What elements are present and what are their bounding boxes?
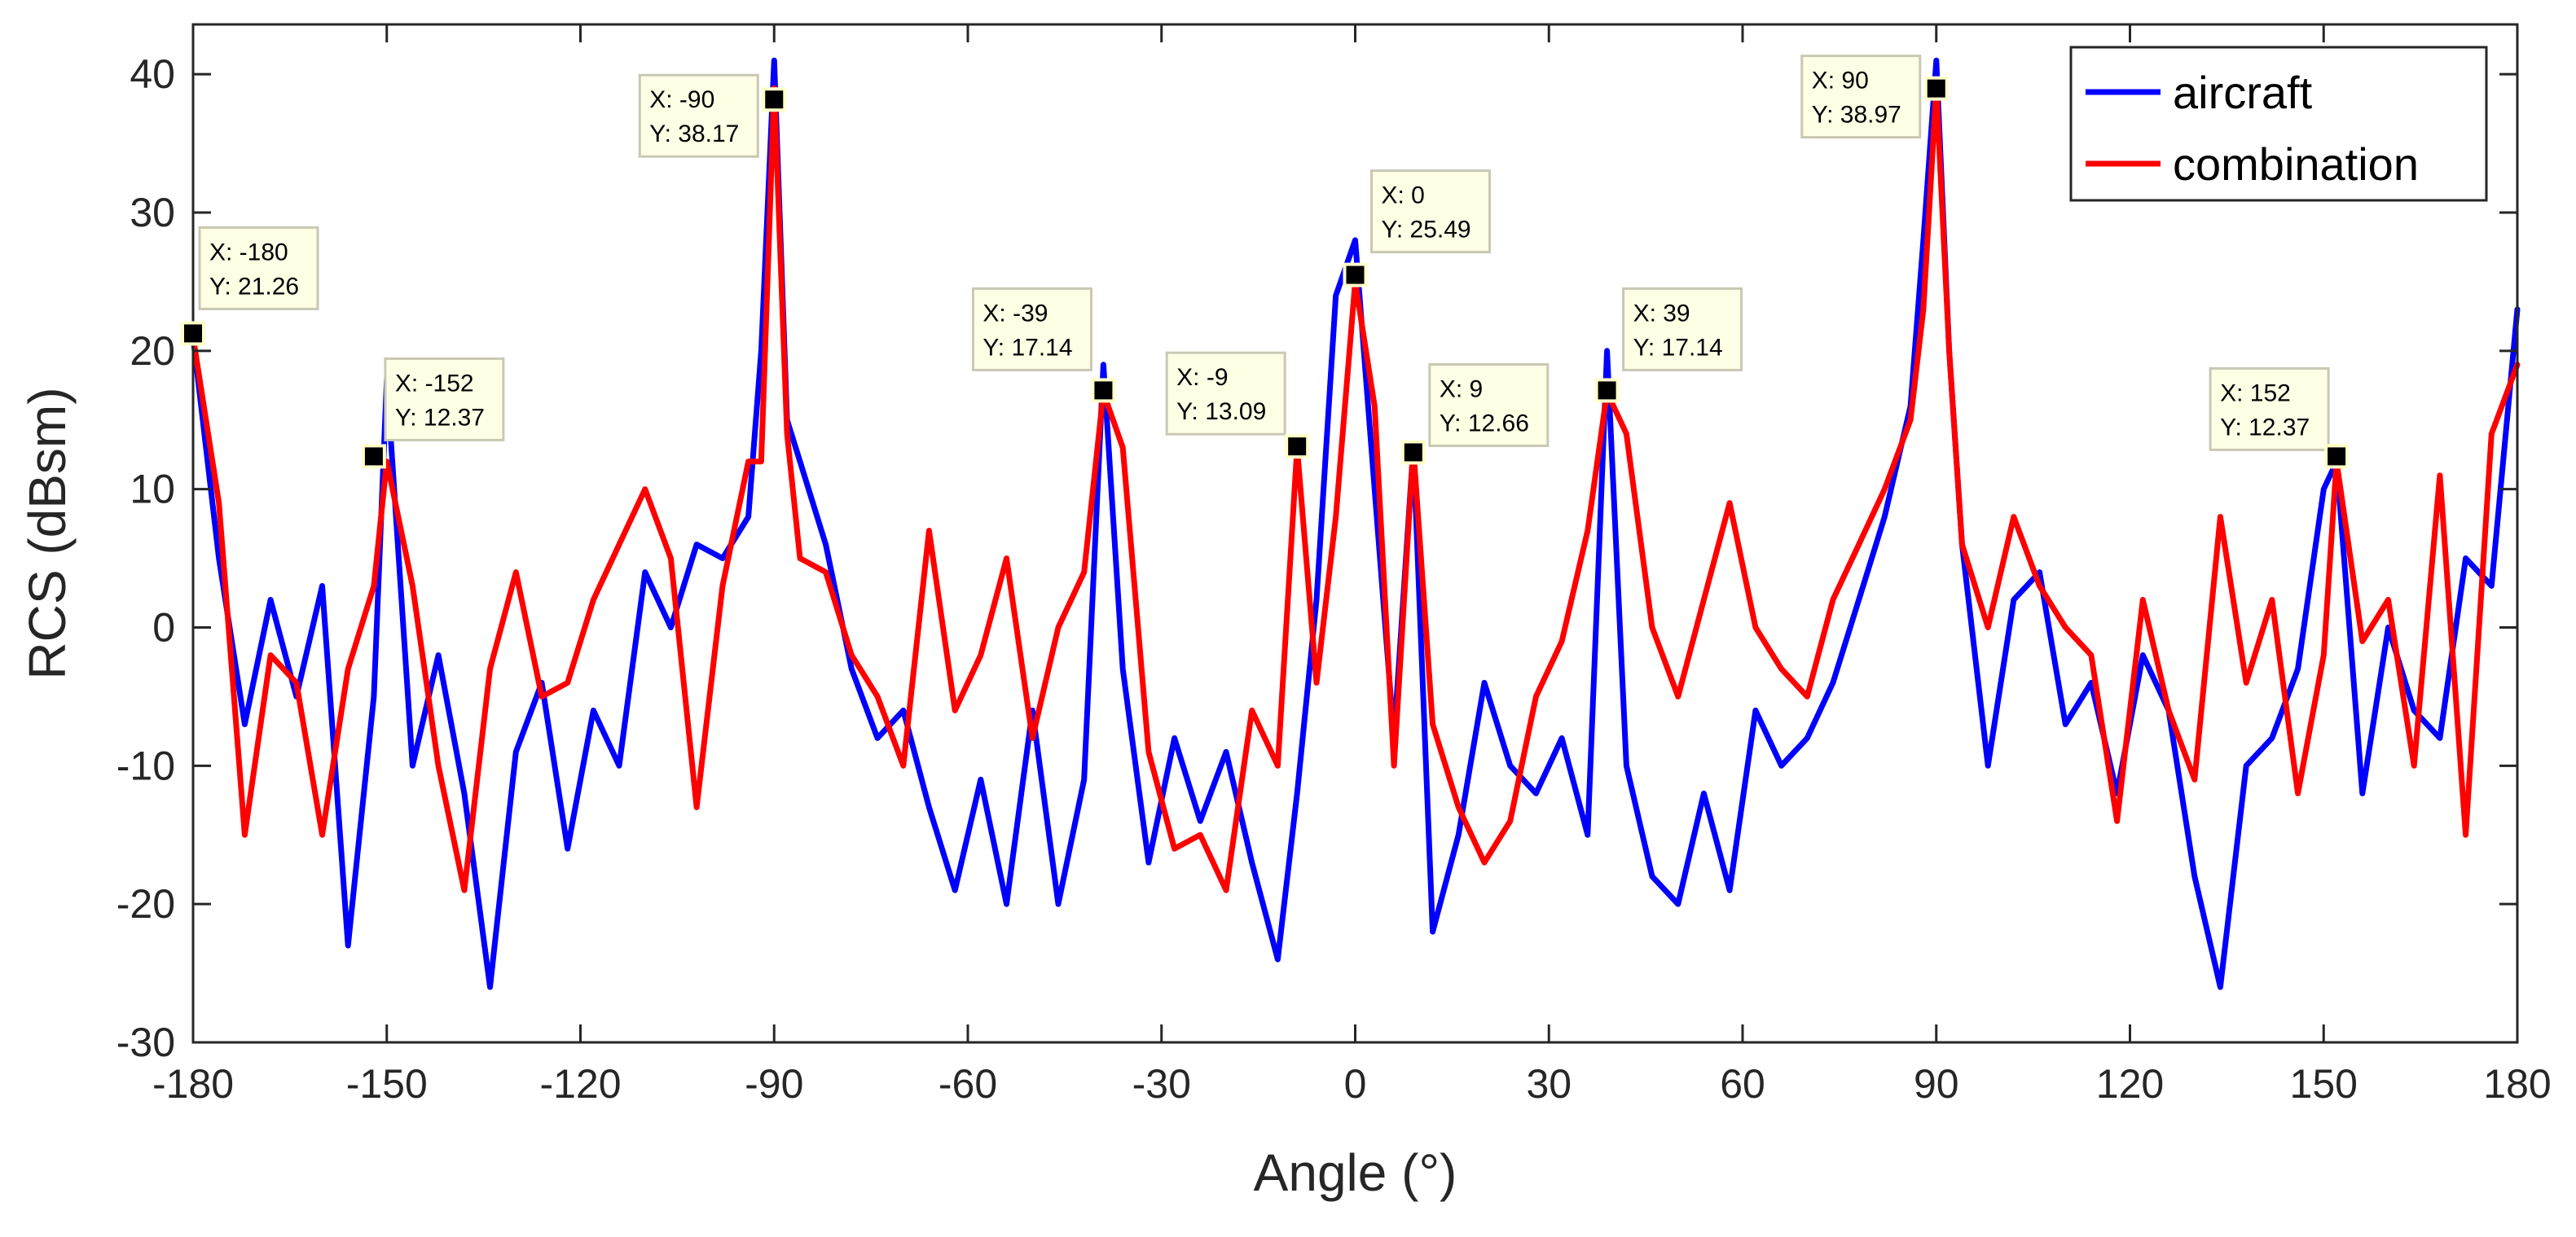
- datatip-marker: [1091, 378, 1116, 403]
- y-tick-label: -30: [116, 1020, 175, 1065]
- datatip: X: 39 Y: 17.14: [1594, 287, 1743, 403]
- datatip-y-text: Y: 12.37: [395, 404, 485, 431]
- datatip-x-text: X: 90: [1812, 68, 1869, 94]
- datatip-box: [1622, 287, 1743, 371]
- x-tick-label: 180: [2483, 1061, 2551, 1107]
- y-tick-label: -10: [116, 743, 175, 788]
- x-tick-label: -30: [1132, 1061, 1191, 1107]
- datatip-y-text: Y: 12.66: [1440, 410, 1529, 436]
- datatip: X: 90 Y: 38.97: [1800, 55, 1949, 139]
- legend: aircraft combination: [2069, 46, 2488, 202]
- datatip-marker: [1923, 76, 1949, 101]
- x-axis-label: Angle (°): [1254, 1143, 1457, 1202]
- datatip: X: -9 Y: 13.09: [1165, 351, 1310, 459]
- datatip-box: [638, 73, 759, 158]
- datatip-x-text: X: -180: [209, 239, 288, 265]
- datatip-box: [2209, 366, 2330, 451]
- datatip-marker: [1400, 440, 1426, 465]
- x-tick-label: 150: [2290, 1061, 2358, 1107]
- datatip: X: -152 Y: 12.37: [361, 357, 505, 469]
- y-tick-label: 40: [130, 51, 175, 97]
- x-tick-label: 0: [1344, 1061, 1367, 1107]
- datatip-marker: [361, 444, 386, 469]
- datatip-x-text: X: 0: [1382, 182, 1425, 209]
- datatip: X: -180 Y: 21.26: [181, 226, 319, 346]
- datatip-x-text: X: 9: [1440, 375, 1483, 402]
- datatip-marker: [762, 87, 787, 112]
- datatip-y-text: Y: 38.17: [649, 121, 739, 147]
- y-tick-label: 20: [130, 328, 175, 374]
- datatip-box: [198, 226, 319, 310]
- y-axis-label: RCS (dBsm): [18, 387, 77, 679]
- datatip: X: 152 Y: 12.37: [2209, 366, 2350, 469]
- y-tick-label: -20: [116, 881, 175, 927]
- x-tick-label: -120: [539, 1061, 621, 1107]
- datatip-y-text: Y: 17.14: [982, 334, 1072, 361]
- datatip-box: [1370, 169, 1491, 254]
- datatip-x-text: X: 39: [1633, 300, 1690, 327]
- x-tick-label: 30: [1526, 1061, 1572, 1107]
- datatip-box: [1800, 55, 1922, 139]
- datatip-x-text: X: -39: [982, 300, 1048, 327]
- datatip-box: [1165, 351, 1286, 436]
- datatip-x-text: X: -9: [1176, 364, 1228, 391]
- x-tick-label: 60: [1720, 1061, 1765, 1107]
- datatip: X: -39 Y: 17.14: [971, 287, 1116, 403]
- x-tick-label: 120: [2096, 1061, 2164, 1107]
- y-tick-label: 0: [152, 604, 175, 650]
- datatip-x-text: X: -152: [395, 370, 474, 397]
- datatip-box: [971, 287, 1092, 371]
- x-tick-label: 90: [1914, 1061, 1959, 1107]
- y-tick-label: 30: [130, 190, 175, 235]
- y-tick-label: 10: [130, 467, 175, 512]
- legend-label-aircraft: aircraft: [2173, 67, 2313, 118]
- datatip-y-text: Y: 21.26: [209, 273, 299, 300]
- datatip: X: -90 Y: 38.17: [638, 73, 787, 158]
- datatip-marker: [181, 321, 205, 346]
- legend-box: [2069, 46, 2488, 202]
- datatip-y-text: Y: 17.14: [1633, 334, 1723, 361]
- datatip: X: 0 Y: 25.49: [1343, 169, 1491, 287]
- x-tick-label: -150: [346, 1061, 428, 1107]
- datatip-x-text: X: -90: [649, 86, 714, 113]
- datatip-marker: [1343, 262, 1368, 287]
- datatip-marker: [1285, 434, 1310, 459]
- datatip-box: [384, 357, 505, 441]
- x-tick-label: -90: [745, 1061, 803, 1107]
- datatip-box: [1428, 362, 1550, 447]
- datatip-marker: [2324, 444, 2350, 469]
- datatip-x-text: X: 152: [2220, 379, 2291, 406]
- datatip-y-text: Y: 38.97: [1812, 102, 1901, 129]
- annotations-layer: X: -180 Y: 21.26 X: -152 Y: 12.37 X: -90 Y: 3…: [181, 55, 2350, 469]
- datatip-y-text: Y: 12.37: [2220, 414, 2310, 441]
- datatip-y-text: Y: 25.49: [1382, 217, 1471, 243]
- x-tick-label: -60: [939, 1061, 997, 1107]
- ticks-layer: -180 -150 -120 -90 -60 -30 0 30 60 90 120 150 180 -30…: [116, 24, 2552, 1107]
- datatip-y-text: Y: 13.09: [1176, 398, 1266, 425]
- legend-label-combination: combination: [2173, 138, 2419, 190]
- datatip: X: 9 Y: 12.66: [1400, 362, 1550, 465]
- datatip-marker: [1594, 378, 1620, 403]
- x-tick-label: -180: [152, 1061, 234, 1107]
